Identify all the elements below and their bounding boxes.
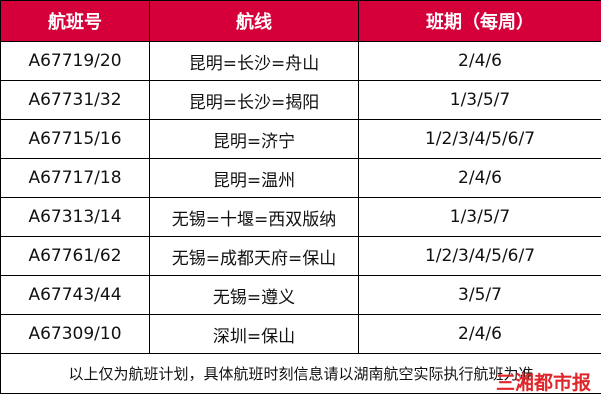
cell-route: 深圳=保山 (149, 314, 359, 354)
cell-flight: A67761/62 (0, 236, 150, 276)
cell-flight: A67731/32 (0, 80, 150, 120)
cell-schedule: 1/2/3/4/5/6/7 (358, 119, 601, 159)
cell-flight: A67743/44 (0, 275, 150, 315)
cell-schedule: 3/5/7 (358, 275, 601, 315)
cell-route: 昆明=长沙=舟山 (149, 41, 359, 81)
table-row: A67719/20 昆明=长沙=舟山 2/4/6 (0, 41, 601, 81)
header-route: 航线 (149, 0, 359, 42)
table-row: A67313/14 无锡=十堰=西双版纳 1/3/5/7 (0, 197, 601, 237)
table-row: A67731/32 昆明=长沙=揭阳 1/3/5/7 (0, 80, 601, 120)
table-row: A67743/44 无锡=遵义 3/5/7 (0, 275, 601, 315)
cell-schedule: 2/4/6 (358, 41, 601, 81)
footer-row: 以上仅为航班计划，具体航班时刻信息请以湖南航空实际执行航班为准 (0, 353, 601, 394)
cell-schedule: 1/3/5/7 (358, 80, 601, 120)
table-row: A67761/62 无锡=成都天府=保山 1/2/3/4/5/6/7 (0, 236, 601, 276)
footer-note: 以上仅为航班计划，具体航班时刻信息请以湖南航空实际执行航班为准 (0, 353, 601, 394)
cell-route: 昆明=温州 (149, 158, 359, 198)
cell-flight: A67717/18 (0, 158, 150, 198)
header-row: 航班号 航线 班期（每周） (0, 0, 601, 42)
cell-flight: A67719/20 (0, 41, 150, 81)
cell-route: 无锡=十堰=西双版纳 (149, 197, 359, 237)
cell-route: 无锡=成都天府=保山 (149, 236, 359, 276)
table-row: A67717/18 昆明=温州 2/4/6 (0, 158, 601, 198)
cell-flight: A67313/14 (0, 197, 150, 237)
cell-flight: A67309/10 (0, 314, 150, 354)
watermark-logo: 三湘都市报 (495, 372, 591, 394)
cell-schedule: 2/4/6 (358, 158, 601, 198)
cell-schedule: 2/4/6 (358, 314, 601, 354)
table-row: A67715/16 昆明=济宁 1/2/3/4/5/6/7 (0, 119, 601, 159)
cell-route: 昆明=济宁 (149, 119, 359, 159)
header-schedule: 班期（每周） (358, 0, 601, 42)
cell-schedule: 1/2/3/4/5/6/7 (358, 236, 601, 276)
table-row: A67309/10 深圳=保山 2/4/6 (0, 314, 601, 354)
cell-schedule: 1/3/5/7 (358, 197, 601, 237)
cell-route: 无锡=遵义 (149, 275, 359, 315)
cell-route: 昆明=长沙=揭阳 (149, 80, 359, 120)
cell-flight: A67715/16 (0, 119, 150, 159)
header-flight: 航班号 (0, 0, 150, 42)
